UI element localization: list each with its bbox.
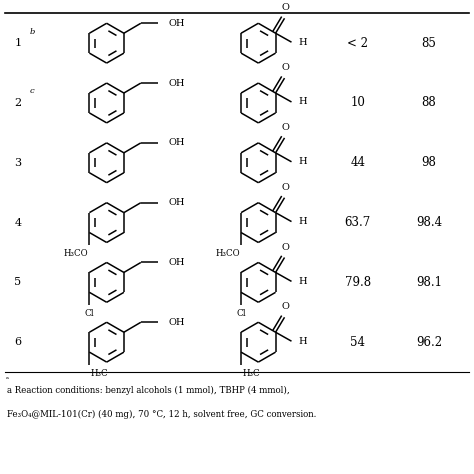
Text: Cl: Cl: [236, 309, 246, 318]
Text: 98.1: 98.1: [416, 276, 442, 289]
Text: O: O: [282, 182, 290, 191]
Text: a Reaction conditions: benzyl alcohols (1 mmol), TBHP (4 mmol),: a Reaction conditions: benzyl alcohols (…: [7, 386, 290, 395]
Text: OH: OH: [169, 318, 185, 327]
Text: O: O: [282, 123, 290, 132]
Text: 2: 2: [14, 98, 21, 108]
Text: 4: 4: [14, 218, 21, 228]
Text: 63.7: 63.7: [345, 216, 371, 229]
Text: OH: OH: [169, 19, 185, 28]
Text: 85: 85: [421, 36, 437, 50]
Text: H: H: [299, 98, 307, 107]
Text: O: O: [282, 243, 290, 252]
Text: Fe₃O₄@MIL-101(Cr) (40 mg), 70 °C, 12 h, solvent free, GC conversion.: Fe₃O₄@MIL-101(Cr) (40 mg), 70 °C, 12 h, …: [7, 410, 317, 419]
Text: H: H: [299, 37, 307, 46]
Text: 44: 44: [350, 156, 365, 169]
Text: OH: OH: [169, 138, 185, 147]
Text: c: c: [30, 87, 35, 95]
Text: Cl: Cl: [84, 309, 94, 318]
Text: < 2: < 2: [347, 36, 368, 50]
Text: H₃C: H₃C: [242, 369, 260, 378]
Text: 10: 10: [350, 97, 365, 109]
Text: OH: OH: [169, 79, 185, 88]
Text: H₃CO: H₃CO: [64, 249, 89, 258]
Text: O: O: [282, 63, 290, 72]
Text: 79.8: 79.8: [345, 276, 371, 289]
Text: OH: OH: [169, 198, 185, 207]
Text: 6: 6: [14, 337, 21, 347]
Text: H: H: [299, 337, 307, 346]
Text: H₃CO: H₃CO: [216, 249, 240, 258]
Text: 1: 1: [14, 38, 21, 48]
Text: H₃C: H₃C: [91, 369, 108, 378]
Text: 98: 98: [421, 156, 437, 169]
Text: O: O: [282, 3, 290, 12]
Text: 98.4: 98.4: [416, 216, 442, 229]
Text: 54: 54: [350, 336, 365, 349]
Text: H: H: [299, 217, 307, 226]
Text: 96.2: 96.2: [416, 336, 442, 349]
Text: O: O: [282, 302, 290, 311]
Text: 3: 3: [14, 158, 21, 168]
Text: 88: 88: [421, 97, 437, 109]
Text: b: b: [30, 27, 35, 36]
Text: 5: 5: [14, 277, 21, 287]
Text: H: H: [299, 157, 307, 166]
Text: H: H: [299, 277, 307, 286]
Text: OH: OH: [169, 258, 185, 267]
Text: ᵃ: ᵃ: [6, 376, 9, 384]
